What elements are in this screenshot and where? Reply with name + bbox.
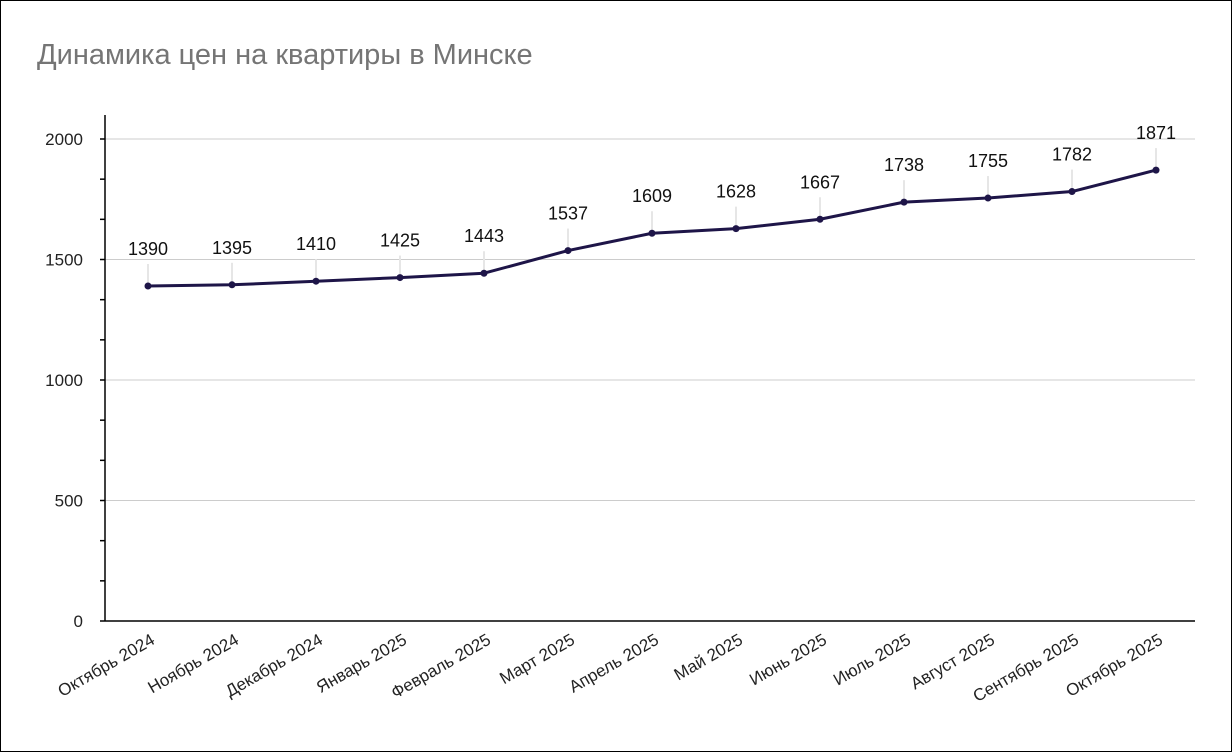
data-point [396, 274, 404, 282]
data-point [732, 225, 740, 233]
data-label: 1738 [884, 155, 924, 175]
data-label: 1609 [632, 186, 672, 206]
y-tick-label: 2000 [45, 130, 83, 149]
data-point [1152, 166, 1160, 174]
x-tick-label: Апрель 2025 [566, 630, 662, 697]
data-point [900, 198, 908, 206]
data-label: 1755 [968, 151, 1008, 171]
data-point [228, 281, 236, 289]
y-tick-label: 1500 [45, 251, 83, 270]
data-point [648, 229, 656, 237]
x-tick-label: Май 2025 [671, 630, 746, 684]
y-tick-label: 1000 [45, 371, 83, 390]
y-tick-label: 500 [55, 492, 83, 511]
data-point [480, 269, 488, 277]
data-label: 1443 [464, 226, 504, 246]
data-label: 1782 [1052, 145, 1092, 165]
data-label: 1667 [800, 172, 840, 192]
data-point [1068, 188, 1076, 196]
y-tick-label: 0 [74, 612, 83, 631]
data-point [312, 277, 320, 285]
data-label: 1395 [212, 238, 252, 258]
data-point [564, 247, 572, 255]
data-point [144, 282, 152, 290]
data-point [984, 194, 992, 202]
data-label: 1410 [296, 234, 336, 254]
data-label: 1871 [1136, 123, 1176, 143]
data-label: 1537 [548, 204, 588, 224]
x-tick-label: Октябрь 2024 [55, 630, 158, 701]
data-label: 1628 [716, 182, 756, 202]
x-tick-label: Июль 2025 [830, 630, 914, 689]
x-tick-label: Июнь 2025 [746, 630, 830, 689]
data-point [816, 215, 824, 223]
data-label: 1390 [128, 239, 168, 259]
chart-title: Динамика цен на квартиры в Минске [37, 39, 533, 71]
data-label: 1425 [380, 231, 420, 251]
